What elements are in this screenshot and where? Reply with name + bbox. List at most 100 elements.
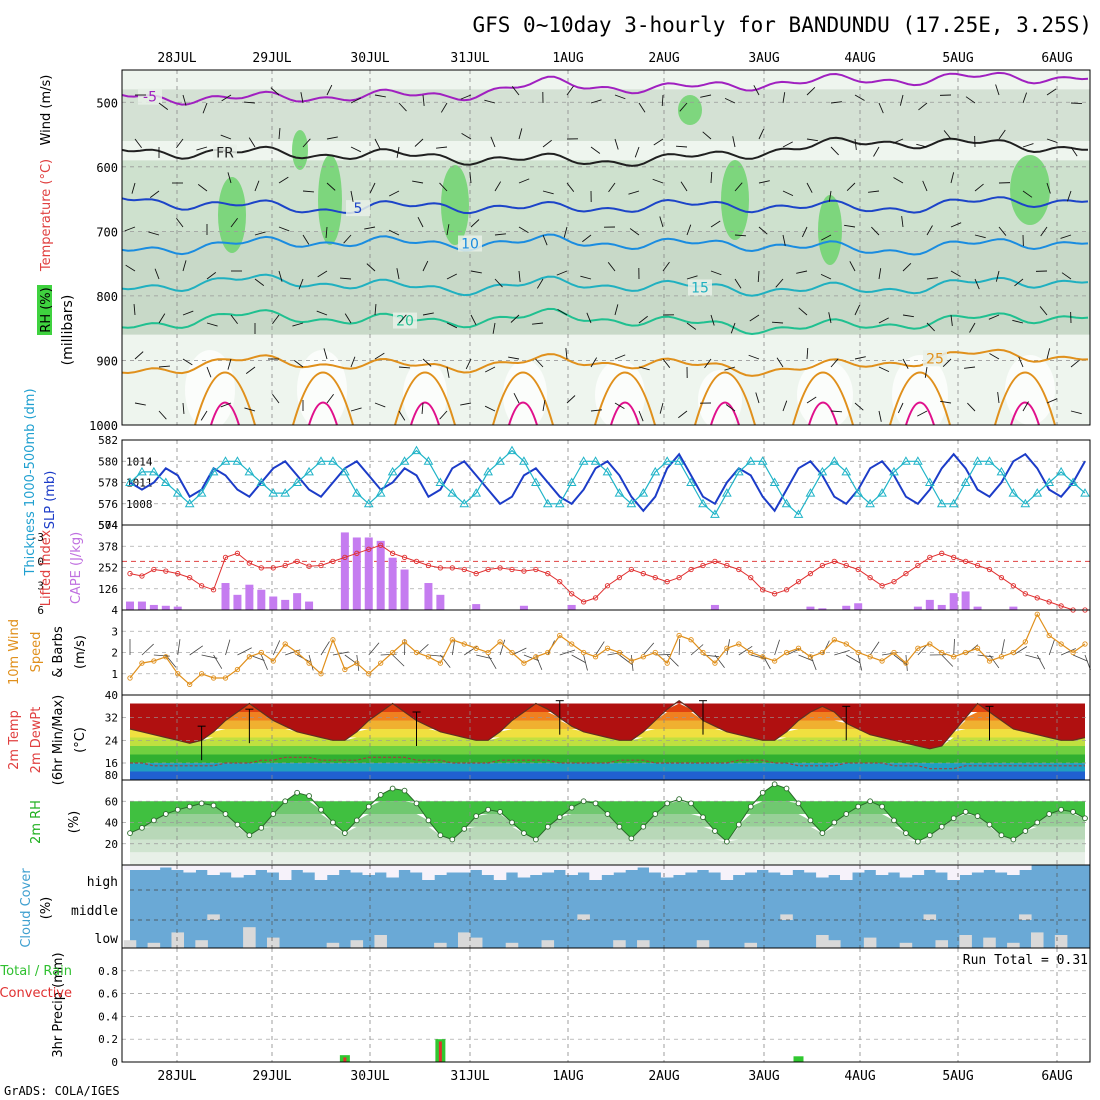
rh-tick: 40 [105,817,118,830]
wind-barb [230,314,238,325]
wind-barb [680,181,688,192]
wind-barb [1022,190,1033,198]
precip-convective-bar [438,1041,442,1062]
surface-wind-barb [571,654,586,664]
cloud-cell-low [637,940,650,948]
li-point [378,542,384,548]
rh-point [986,821,993,828]
rh-moist-area-3 [721,160,749,240]
wind-barb [326,393,334,404]
thickness-point [877,488,887,497]
wind-barb [1061,272,1072,280]
xsec-ytick-label: 700 [96,225,118,239]
cape-bar [472,604,481,610]
wind-barb [661,94,664,107]
wind-barb [854,94,865,101]
rh-point [867,798,873,805]
li-ylabel: Lifted Index [39,529,54,606]
cape-tick: 252 [98,562,118,575]
temp-contour-label-15: 15 [691,280,709,296]
thickness-point [160,477,171,486]
wind-speed-point [640,654,646,660]
thickness-point [602,466,613,476]
top-date-label-29JUL: 29JUL [252,51,291,66]
cloud-cell-high [374,865,387,873]
temp-loop-7 [889,371,951,426]
rh-point [365,803,372,810]
cloud-cell-high [207,865,220,875]
temp-loop-inner-1 [308,401,338,426]
wind-barb [662,261,670,272]
surface-wind-barb [559,649,576,656]
li-point [222,554,229,561]
wind-barb [325,226,328,238]
li-point [986,566,993,573]
temp-ylabel-4: (°C) [73,727,88,753]
rh-point [843,811,850,817]
li-point [234,550,241,556]
rh-point [258,824,265,831]
wind-speed-point [724,645,730,651]
wind-barb [849,261,856,272]
li-point [1046,599,1052,605]
li-point [795,579,802,585]
wind-speed-point [903,660,909,666]
wind-speed-point [748,649,754,656]
wind-barb [926,277,938,280]
dewpoint-line [130,756,1085,770]
rh-point [401,787,408,794]
surface-wind-barb [237,647,252,656]
bottom-date-label-3AUG: 3AUG [748,1069,779,1084]
wind-barb [439,410,448,420]
li-point [891,579,897,585]
wind-barb [678,410,688,419]
wind-barb [653,138,664,146]
li-point [163,568,169,574]
surface-wind-barb [153,654,170,657]
li-point [533,566,539,573]
wind-barb [916,143,928,148]
rh-point [1034,819,1041,826]
rh-point [473,813,480,819]
wind-barb [182,310,194,316]
rh-point [628,835,635,842]
wind-barb [518,270,521,282]
cloud-cell-high [792,865,805,870]
thickness-point [172,488,183,497]
wind-speed-point [557,632,563,639]
rh-point [174,806,181,813]
rh-dry-area-4 [595,360,645,430]
wind-barb [734,278,742,289]
wind-barb [629,228,640,236]
wind-barb [755,392,760,404]
wind-speed-point [127,675,133,681]
li-point [676,574,682,581]
wind-barb [995,84,1000,96]
wind-barb [302,190,314,193]
cape-bar [305,601,314,610]
rh-point [616,823,623,830]
wind-speed-point [354,660,360,666]
surface-wind-barb [583,654,588,671]
rh-moist-area-4 [818,195,842,265]
wind-barb [1014,278,1024,287]
cloud-cell-high [338,865,352,870]
temp-tick: 24 [105,734,119,747]
xsec-ytick-label: 900 [96,354,118,368]
wind-barb [148,231,160,236]
cloud-cell-low [195,940,208,948]
cape-tick: 378 [98,540,118,553]
wind-barb [518,128,523,140]
wind-barb [974,278,980,290]
surface-wind-barb [440,654,451,668]
cloud-cell-high [410,865,423,873]
cloud-cell-low [1007,942,1020,948]
wind-barb [828,190,832,202]
surface-wind-barb [1072,654,1088,662]
thickness-point [399,456,410,465]
cloud-cell-high [481,865,495,875]
cloud-cell-high [839,865,853,880]
wind-tick: 3 [111,625,118,638]
thickness-point [292,477,302,486]
wind-barb [926,225,933,236]
